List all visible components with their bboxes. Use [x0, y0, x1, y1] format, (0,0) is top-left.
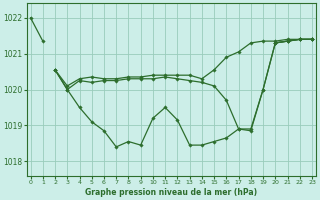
- X-axis label: Graphe pression niveau de la mer (hPa): Graphe pression niveau de la mer (hPa): [85, 188, 257, 197]
